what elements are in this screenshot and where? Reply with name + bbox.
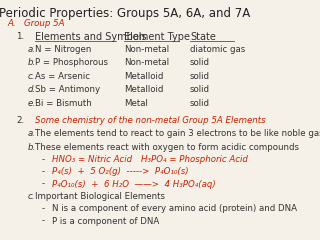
Text: Bi = Bismuth: Bi = Bismuth [35, 99, 91, 108]
Text: c.: c. [27, 192, 35, 201]
Text: N is a component of every amino acid (protein) and DNA: N is a component of every amino acid (pr… [52, 204, 297, 213]
Text: b.: b. [27, 143, 36, 151]
Text: The elements tend to react to gain 3 electrons to be like noble gas: The elements tend to react to gain 3 ele… [35, 130, 320, 138]
Text: diatomic gas: diatomic gas [190, 45, 245, 54]
Text: P₄O₁₀(s)  +  6 H₂O  ——>  4 H₃PO₄(aq): P₄O₁₀(s) + 6 H₂O ——> 4 H₃PO₄(aq) [52, 180, 215, 189]
Text: P₄(s)  +  5 O₂(g)  ----->  P₄O₁₀(s): P₄(s) + 5 O₂(g) -----> P₄O₁₀(s) [52, 167, 188, 176]
Text: State: State [190, 32, 216, 42]
Text: -: - [42, 167, 45, 176]
Text: e.: e. [27, 99, 35, 108]
Text: solid: solid [190, 58, 210, 67]
Text: As = Arsenic: As = Arsenic [35, 72, 90, 81]
Text: Metal: Metal [124, 99, 148, 108]
Text: Element Type: Element Type [124, 32, 190, 42]
Text: Non-metal: Non-metal [124, 45, 170, 54]
Text: P is a component of DNA: P is a component of DNA [52, 216, 159, 226]
Text: Periodic Properties: Groups 5A, 6A, and 7A: Periodic Properties: Groups 5A, 6A, and … [0, 7, 250, 20]
Text: -: - [42, 155, 45, 164]
Text: N = Nitrogen: N = Nitrogen [35, 45, 91, 54]
Text: Group 5A: Group 5A [24, 19, 64, 28]
Text: Non-metal: Non-metal [124, 58, 170, 67]
Text: -: - [42, 216, 45, 226]
Text: a.: a. [27, 130, 35, 138]
Text: solid: solid [190, 85, 210, 94]
Text: 1.: 1. [16, 32, 25, 41]
Text: Elements and Symbols: Elements and Symbols [35, 32, 146, 42]
Text: c.: c. [27, 72, 35, 81]
Text: Sb = Antimony: Sb = Antimony [35, 85, 100, 94]
Text: P = Phosphorous: P = Phosphorous [35, 58, 108, 67]
Text: solid: solid [190, 99, 210, 108]
Text: -: - [42, 204, 45, 213]
Text: d.: d. [27, 85, 36, 94]
Text: solid: solid [190, 72, 210, 81]
Text: Metalloid: Metalloid [124, 85, 164, 94]
Text: Metalloid: Metalloid [124, 72, 164, 81]
Text: 2.: 2. [16, 116, 25, 126]
Text: Important Biological Elements: Important Biological Elements [35, 192, 164, 201]
Text: H₃PO₄ = Phosphoric Acid: H₃PO₄ = Phosphoric Acid [141, 155, 248, 164]
Text: These elements react with oxygen to form acidic compounds: These elements react with oxygen to form… [35, 143, 299, 151]
Text: A.: A. [8, 19, 17, 28]
Text: b.: b. [27, 58, 36, 67]
Text: HNO₃ = Nitric Acid: HNO₃ = Nitric Acid [52, 155, 132, 164]
Text: Some chemistry of the non-metal Group 5A Elements: Some chemistry of the non-metal Group 5A… [35, 116, 265, 126]
Text: -: - [42, 180, 45, 189]
Text: a.: a. [27, 45, 35, 54]
